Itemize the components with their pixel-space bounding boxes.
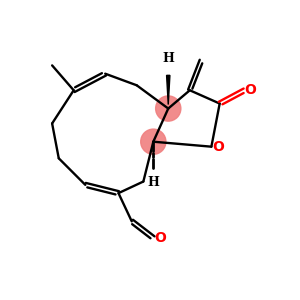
Text: H: H: [147, 176, 159, 189]
Text: H: H: [162, 52, 174, 65]
Text: O: O: [155, 231, 167, 245]
Circle shape: [141, 129, 166, 154]
Text: O: O: [244, 83, 256, 97]
Text: O: O: [213, 140, 225, 154]
Circle shape: [156, 96, 181, 121]
Polygon shape: [167, 75, 170, 104]
